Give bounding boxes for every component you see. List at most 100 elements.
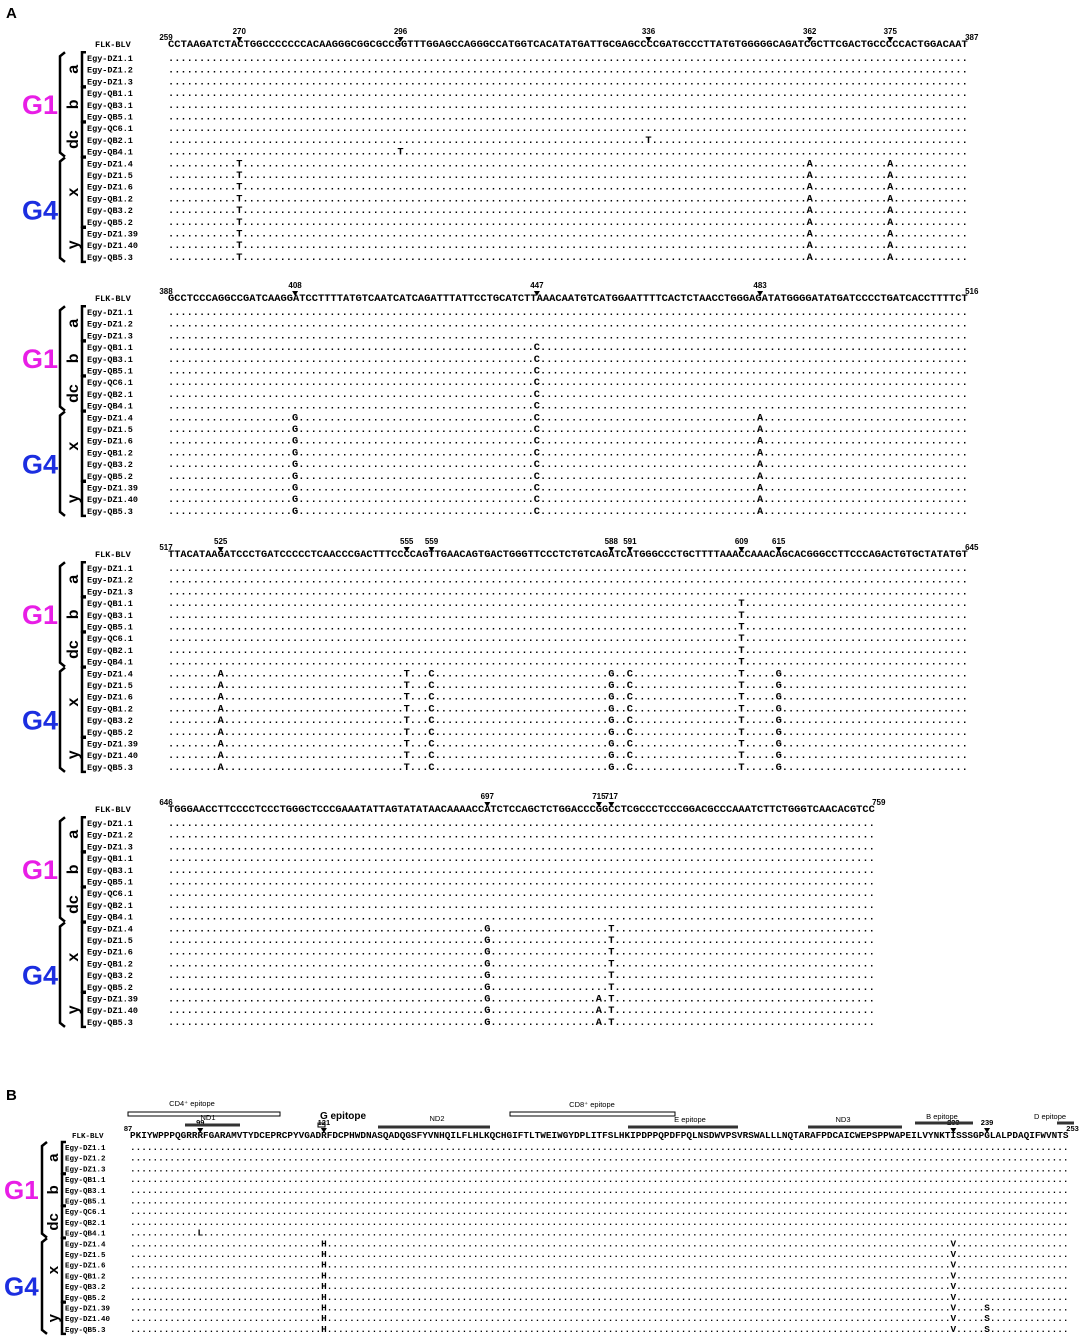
epitope-label: ND2 (429, 1114, 444, 1123)
sample-sequence: ............L...........................… (130, 1229, 1069, 1239)
sample-name: Egy-DZ1.40 (65, 1316, 111, 1324)
group-bracket (58, 51, 66, 158)
sample-name: Egy-QB1.1 (87, 599, 133, 609)
group-label: G4 (22, 705, 58, 735)
sample-sequence: ........................................… (168, 101, 968, 112)
group-bracket (58, 666, 66, 773)
subgroup-label: a (65, 319, 82, 328)
subgroup-label: x (65, 442, 82, 451)
sample-name: Egy-QC6.1 (87, 124, 133, 134)
sample-name: Egy-QB1.2 (87, 704, 133, 714)
sample-sequence: ........................................… (168, 889, 875, 900)
sample-name: Egy-QB5.2 (65, 1295, 106, 1303)
sample-sequence: ........................................… (168, 913, 875, 924)
sample-name: Egy-QB5.3 (87, 1018, 133, 1028)
sample-sequence: ........................................… (168, 936, 875, 947)
sample-sequence: ........................................… (168, 124, 968, 135)
sample-sequence: ........................................… (168, 948, 875, 959)
sample-sequence: ........................................… (168, 658, 968, 669)
epitope-label: ND1 (200, 1113, 215, 1122)
marker-triangle (403, 547, 410, 552)
marker-triangle (397, 37, 404, 42)
sample-sequence: ....................G...................… (168, 413, 968, 424)
sample-name: Egy-DZ1.3 (87, 77, 133, 87)
sample-sequence: ....................G...................… (168, 495, 968, 506)
marker-label: 447 (530, 281, 544, 290)
group-bracket (58, 816, 66, 923)
epitope-bar (915, 1121, 973, 1125)
sample-sequence: ........................................… (168, 367, 968, 378)
start-position: 87 (124, 1124, 132, 1133)
sample-name: Egy-QB1.2 (87, 448, 133, 458)
epitope-box (509, 1111, 676, 1117)
sample-sequence: ..................................H.....… (130, 1282, 1069, 1292)
subgroup-label: b (65, 353, 82, 363)
subgroup-bracket (80, 560, 86, 598)
subgroup-label: a (65, 575, 82, 584)
sample-sequence: ........................................… (168, 343, 968, 354)
marker-triangle (428, 547, 435, 552)
group-label: G4 (22, 960, 58, 990)
sample-name: Egy-DZ1.5 (87, 936, 133, 946)
sample-name: Egy-DZ1.6 (87, 183, 133, 193)
subgroup-bracket (80, 596, 86, 633)
marker-triangle (775, 547, 782, 552)
epitope-box (317, 1122, 326, 1128)
end-position: 253 (1066, 1124, 1079, 1133)
panel-label: A (6, 5, 17, 22)
sample-name: Egy-DZ1.6 (87, 693, 133, 703)
sample-name: Egy-QB4.1 (87, 148, 133, 158)
marker-label: 715 (592, 792, 606, 801)
sample-name: Egy-QC6.1 (87, 378, 133, 388)
sample-name: Egy-QB4.1 (87, 658, 133, 668)
sample-sequence: ........................................… (168, 623, 968, 634)
sample-name: Egy-DZ1.4 (65, 1241, 106, 1249)
marker-triangle (950, 1128, 957, 1133)
subgroup-bracket (80, 631, 86, 668)
sample-name: Egy-QB3.2 (87, 971, 133, 981)
sample-sequence: ...........T............................… (168, 253, 968, 264)
sample-sequence: ...........T............................… (168, 183, 968, 194)
sample-sequence: ........................................… (168, 390, 968, 401)
sample-sequence: ..................................H.....… (130, 1261, 1069, 1271)
subgroup-bracket (80, 666, 86, 739)
subgroup-label: y (65, 750, 82, 759)
sample-name: Egy-QB2.1 (87, 646, 133, 656)
sample-sequence: ........A.............................T.… (168, 681, 968, 692)
sample-name: Egy-DZ1.40 (87, 751, 138, 761)
group-label: G4 (4, 1271, 39, 1301)
subgroup-bracket (80, 921, 86, 994)
sample-sequence: ........A.............................T.… (168, 751, 968, 762)
subgroup-bracket (80, 86, 86, 123)
reference-name: FLK-BLV (95, 550, 132, 560)
sample-name: Egy-DZ1.1 (87, 308, 133, 318)
marker-triangle (320, 1128, 327, 1133)
marker-triangle (626, 547, 633, 552)
epitope-label: ND3 (835, 1115, 850, 1124)
reference-sequence: PKIYWPPPQGRRRFGARAMVTYDCEPRCPYVGADRFDCPH… (130, 1131, 1069, 1141)
sample-name: Egy-QB5.3 (87, 763, 133, 773)
group-bracket (58, 156, 66, 263)
subgroup-label: b (65, 609, 82, 619)
subgroup-label: dc (65, 895, 82, 914)
sample-name: Egy-QB1.1 (87, 854, 133, 864)
sample-name: Egy-DZ1.2 (87, 576, 133, 586)
sample-sequence: ........A.............................T.… (168, 704, 968, 715)
start-position: 388 (159, 287, 173, 296)
sample-sequence: ....................G...................… (168, 484, 968, 495)
sample-sequence: ........................................… (168, 564, 968, 575)
reference-name: FLK-BLV (72, 1133, 104, 1141)
sample-sequence: ..................................H.....… (130, 1293, 1069, 1303)
subgroup-bracket (80, 304, 86, 342)
sample-name: Egy-QB3.2 (87, 460, 133, 470)
end-position: 516 (965, 287, 979, 296)
sample-sequence: ...........T............................… (168, 171, 968, 182)
marker-triangle (595, 802, 602, 807)
group-label: G4 (22, 449, 58, 479)
sample-sequence: ........................................… (168, 113, 968, 124)
sample-name: Egy-QB3.1 (65, 1188, 106, 1196)
group-label: G1 (22, 855, 58, 885)
subgroup-label: x (65, 188, 82, 197)
marker-triangle (608, 547, 615, 552)
